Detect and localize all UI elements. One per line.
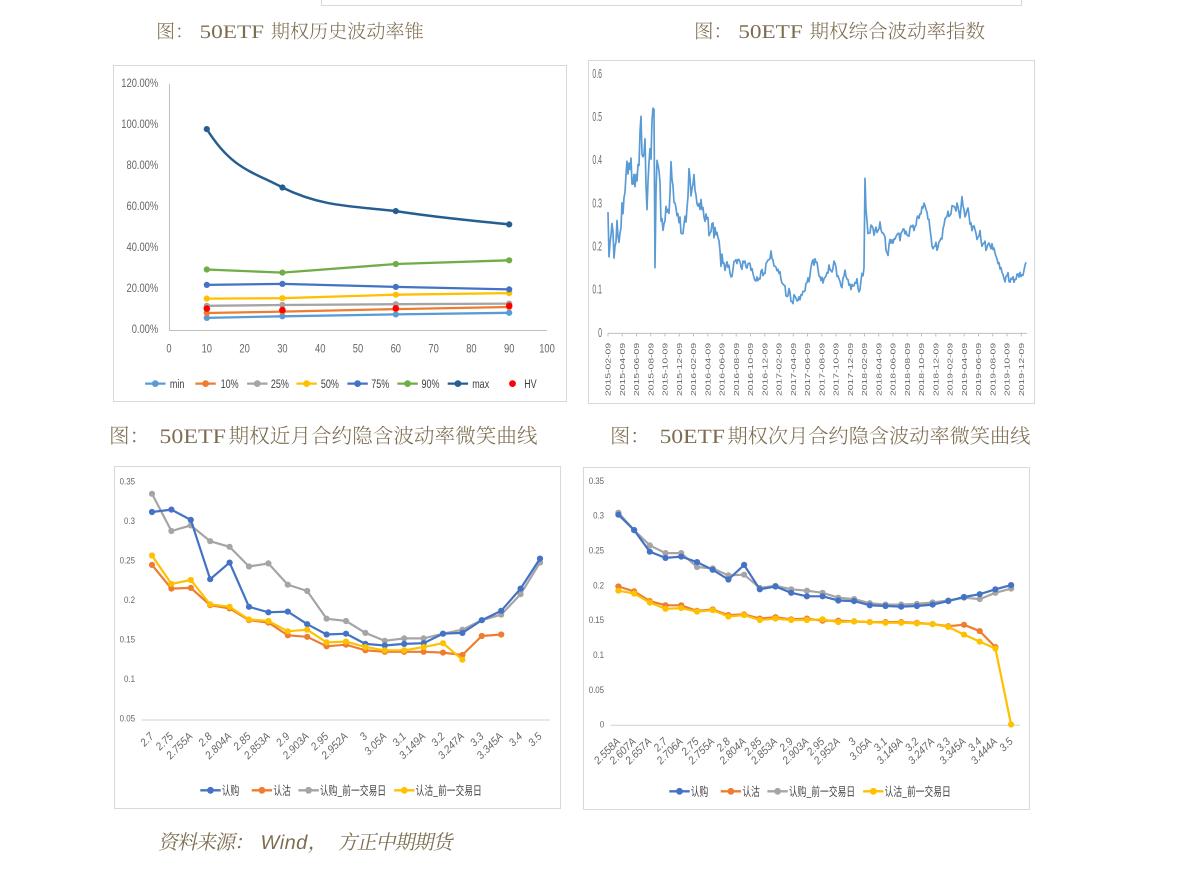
svg-text:0.1: 0.1 xyxy=(592,283,602,297)
svg-text:40: 40 xyxy=(315,342,326,356)
svg-text:0.3: 0.3 xyxy=(592,196,602,210)
svg-text:0.15: 0.15 xyxy=(119,635,134,645)
svg-text:2017-02-09: 2017-02-09 xyxy=(775,343,783,396)
svg-text:0.5: 0.5 xyxy=(592,110,602,124)
svg-text:2015-02-09: 2015-02-09 xyxy=(604,343,612,396)
svg-text:2016-08-09: 2016-08-09 xyxy=(732,343,740,396)
svg-text:0.6: 0.6 xyxy=(592,67,602,81)
svg-text:60: 60 xyxy=(391,342,402,356)
svg-text:25%: 25% xyxy=(271,377,289,391)
svg-text:2018-06-09: 2018-06-09 xyxy=(889,343,897,396)
svg-text:2019-04-09: 2019-04-09 xyxy=(960,343,968,396)
svg-text:2017-08-09: 2017-08-09 xyxy=(818,343,826,396)
svg-text:2016-02-09: 2016-02-09 xyxy=(689,343,697,396)
svg-text:0: 0 xyxy=(598,326,602,340)
svg-text:2018-10-09: 2018-10-09 xyxy=(917,343,925,396)
svg-text:2015-08-09: 2015-08-09 xyxy=(647,343,655,396)
svg-text:10: 10 xyxy=(202,342,213,356)
svg-text:0.1: 0.1 xyxy=(124,674,135,684)
svg-text:70: 70 xyxy=(428,342,439,356)
svg-text:0.05: 0.05 xyxy=(119,714,134,724)
svg-text:0.3: 0.3 xyxy=(124,516,135,526)
svg-text:90: 90 xyxy=(504,342,515,356)
svg-text:2018-12-09: 2018-12-09 xyxy=(932,343,940,396)
svg-text:0.2: 0.2 xyxy=(593,580,604,590)
svg-text:40.00%: 40.00% xyxy=(127,240,159,254)
svg-text:0.2: 0.2 xyxy=(124,595,135,605)
svg-text:2017-06-09: 2017-06-09 xyxy=(803,343,811,396)
svg-text:100: 100 xyxy=(539,342,555,356)
svg-text:0.25: 0.25 xyxy=(119,556,134,566)
svg-text:2017-10-09: 2017-10-09 xyxy=(832,343,840,396)
svg-text:0.2: 0.2 xyxy=(592,240,602,254)
svg-text:100.00%: 100.00% xyxy=(121,117,158,131)
svg-text:2016-12-09: 2016-12-09 xyxy=(761,343,769,396)
svg-text:0.00%: 0.00% xyxy=(132,322,159,336)
svg-text:0.1: 0.1 xyxy=(593,650,604,660)
svg-text:60.00%: 60.00% xyxy=(127,199,159,213)
svg-text:0.35: 0.35 xyxy=(119,477,134,487)
svg-text:2019-02-09: 2019-02-09 xyxy=(946,343,954,396)
svg-text:2015-04-09: 2015-04-09 xyxy=(618,343,626,396)
svg-text:2016-06-09: 2016-06-09 xyxy=(718,343,726,396)
svg-text:2019-12-09: 2019-12-09 xyxy=(1017,343,1025,396)
svg-text:0: 0 xyxy=(166,342,171,356)
svg-text:90%: 90% xyxy=(422,377,440,391)
svg-text:min: min xyxy=(170,377,185,391)
svg-text:2016-10-09: 2016-10-09 xyxy=(746,343,754,396)
svg-text:2019-06-09: 2019-06-09 xyxy=(974,343,982,396)
svg-text:2017-12-09: 2017-12-09 xyxy=(846,343,854,396)
svg-text:2015-06-09: 2015-06-09 xyxy=(632,343,640,396)
svg-text:2019-08-09: 2019-08-09 xyxy=(989,343,997,396)
svg-text:2018-04-09: 2018-04-09 xyxy=(875,343,883,396)
svg-text:120.00%: 120.00% xyxy=(121,76,158,90)
svg-text:30: 30 xyxy=(277,342,288,356)
svg-text:0.4: 0.4 xyxy=(592,153,602,167)
svg-text:2018-02-09: 2018-02-09 xyxy=(860,343,868,396)
svg-text:10%: 10% xyxy=(221,377,239,391)
svg-text:80: 80 xyxy=(466,342,477,356)
svg-text:20.00%: 20.00% xyxy=(127,281,159,295)
svg-text:0: 0 xyxy=(599,719,603,729)
svg-text:20: 20 xyxy=(239,342,250,356)
svg-text:75%: 75% xyxy=(371,377,389,391)
svg-text:2017-04-09: 2017-04-09 xyxy=(789,343,797,396)
svg-text:0.25: 0.25 xyxy=(588,545,603,555)
svg-text:2019-10-09: 2019-10-09 xyxy=(1003,343,1011,396)
svg-text:50%: 50% xyxy=(321,377,339,391)
svg-text:50: 50 xyxy=(353,342,364,356)
svg-text:0.05: 0.05 xyxy=(588,684,603,694)
svg-text:HV: HV xyxy=(524,377,537,391)
svg-text:max: max xyxy=(472,377,490,391)
svg-text:80.00%: 80.00% xyxy=(127,158,159,172)
svg-text:0.15: 0.15 xyxy=(588,615,603,625)
svg-text:0.3: 0.3 xyxy=(593,510,604,520)
svg-text:0.35: 0.35 xyxy=(588,475,603,485)
svg-text:2018-08-09: 2018-08-09 xyxy=(903,343,911,396)
svg-text:2015-10-09: 2015-10-09 xyxy=(661,343,669,396)
svg-text:2015-12-09: 2015-12-09 xyxy=(675,343,683,396)
svg-text:2016-04-09: 2016-04-09 xyxy=(704,343,712,396)
